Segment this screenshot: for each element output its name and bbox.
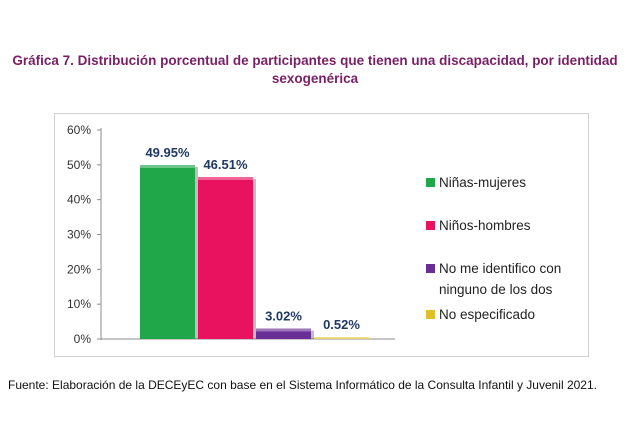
legend-label-line: ninguno de los dos: [439, 282, 553, 297]
bar: [256, 328, 311, 339]
data-label: 49.95%: [145, 145, 190, 160]
legend-label: Niñas-mujeres: [439, 172, 579, 193]
y-tick-label: 50%: [67, 158, 91, 172]
bar-shadow: [253, 178, 256, 339]
legend-label-line: No especificado: [439, 307, 536, 322]
bar: [140, 165, 195, 339]
legend-label: Niños-hombres: [439, 215, 579, 236]
legend-swatch: [426, 310, 435, 319]
bar-shadow: [195, 167, 198, 339]
data-label: 3.02%: [265, 308, 302, 323]
data-label: 46.51%: [203, 157, 248, 172]
legend-label-line: Niños-hombres: [439, 218, 531, 233]
bar-shadow: [311, 330, 314, 339]
legend-label: No me identifico con ninguno de los dos: [439, 258, 579, 300]
chart-title-line2: sexogenérica: [271, 71, 359, 86]
legend-label: No especificado: [439, 304, 579, 325]
bar-highlight: [198, 176, 253, 180]
data-label: 0.52%: [323, 317, 360, 332]
bar-highlight: [140, 165, 195, 169]
y-tick-label: 60%: [67, 123, 91, 137]
chart-title-line1: Gráfica 7. Distribución porcentual de pa…: [12, 53, 618, 68]
legend-swatch: [426, 264, 435, 273]
y-tick-label: 10%: [67, 297, 91, 311]
y-tick-label: 40%: [67, 193, 91, 207]
legend-swatch: [426, 178, 435, 187]
legend-label-line: No me identifico con: [439, 261, 562, 276]
y-tick-label: 30%: [67, 228, 91, 242]
y-tick-label: 0%: [74, 332, 92, 346]
bar-highlight: [314, 337, 369, 339]
legend-swatch: [426, 221, 435, 230]
bar-highlight: [256, 328, 311, 332]
source-note: Fuente: Elaboración de la DECEyEC con ba…: [8, 378, 597, 392]
bar: [314, 337, 369, 339]
y-tick-label: 20%: [67, 262, 91, 276]
chart-title: Gráfica 7. Distribución porcentual de pa…: [0, 52, 630, 88]
legend-label-line: Niñas-mujeres: [439, 175, 527, 190]
bar: [198, 176, 253, 339]
